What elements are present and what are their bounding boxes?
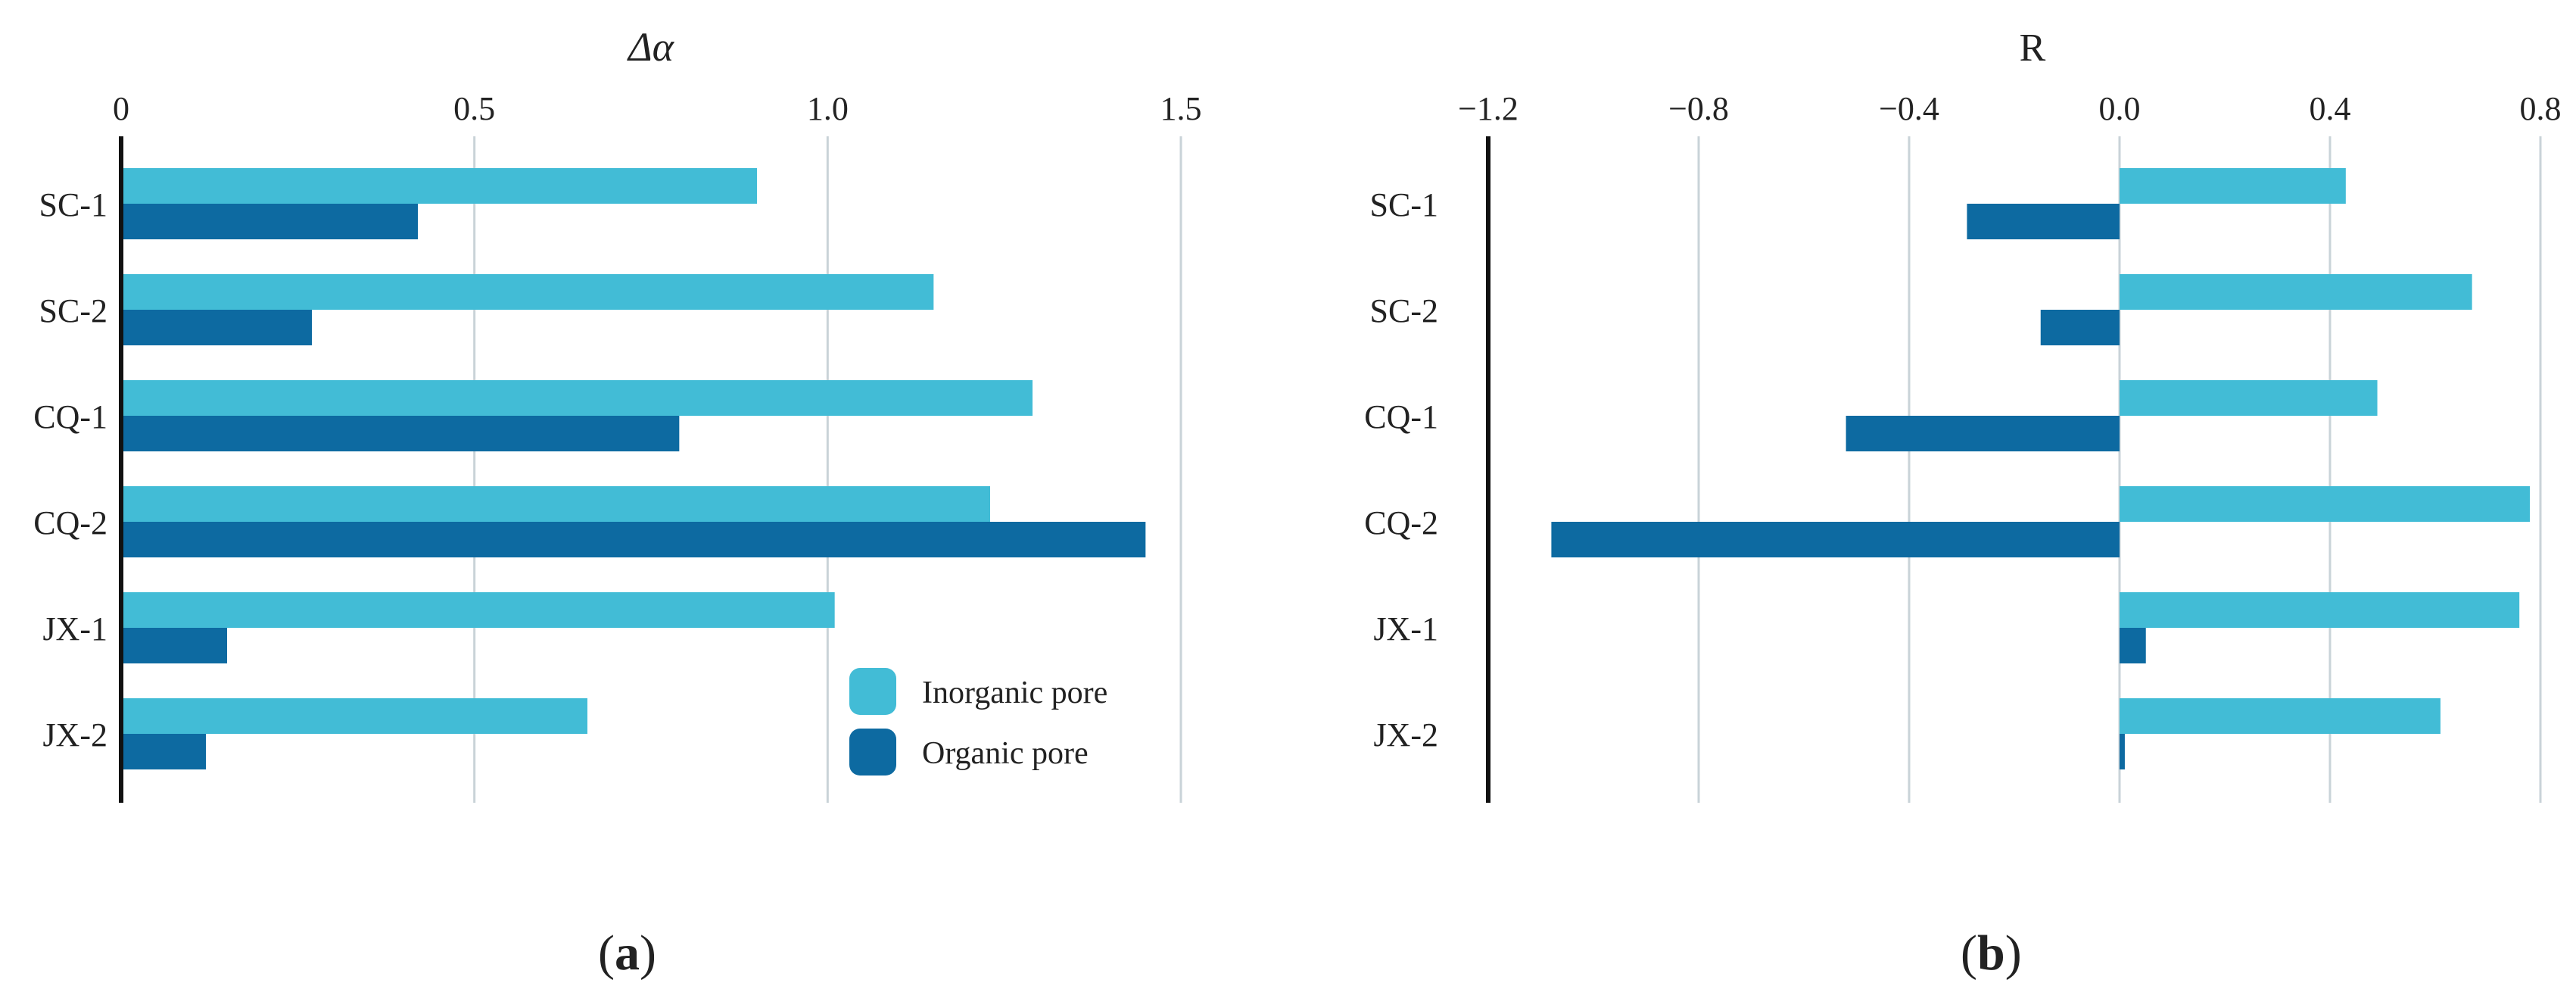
panel-a-bar-inorganic-sc-1 xyxy=(121,168,757,204)
panel-a-label-close: ) xyxy=(640,925,656,981)
panel-a-bar-organic-cq-2 xyxy=(121,522,1146,557)
panel-b-bar-inorganic-cq-2 xyxy=(2120,486,2531,522)
panel-b-label-letter: b xyxy=(1977,925,2005,981)
panel-a-category-label: JX-2 xyxy=(42,716,107,754)
panel-b-tick-label: −1.2 xyxy=(1458,90,1519,127)
panel-b-bar-organic-jx-2 xyxy=(2120,734,2125,769)
panel-b-category-label: JX-2 xyxy=(1373,716,1438,754)
panel-b-bar-inorganic-jx-2 xyxy=(2120,698,2441,734)
legend-inorganic-swatch xyxy=(849,668,896,715)
panel-b-bar-organic-sc-2 xyxy=(2040,310,2120,345)
panel-a-tick-label: 1.0 xyxy=(807,90,849,127)
panel-b-bar-inorganic-sc-2 xyxy=(2120,274,2472,310)
legend: Inorganic pore Organic pore xyxy=(849,668,1107,776)
panel-a-title: Δα xyxy=(627,24,675,70)
panel-a-tick-label: 0.5 xyxy=(453,90,495,127)
panel-b-bar-inorganic-cq-1 xyxy=(2120,380,2378,416)
panel-b-label-open: ( xyxy=(1961,925,1977,981)
panel-a-bar-organic-sc-1 xyxy=(121,204,418,239)
panel-b-bar-inorganic-sc-1 xyxy=(2120,168,2346,204)
panel-b-title: R xyxy=(2020,27,2046,70)
panel-b-category-label: CQ-2 xyxy=(1364,504,1438,541)
panel-a-category-label: CQ-1 xyxy=(33,398,107,435)
panel-b-chart: SC-1 SC-2 CQ-1 CQ-2 JX-1 JX-2 −1.2 −0.8 −0.4 0.0 0… xyxy=(1364,27,2561,981)
panel-b-bar-inorganic-jx-1 xyxy=(2120,592,2520,628)
panel-a-label: (a) xyxy=(598,925,656,981)
panel-a-category-label: SC-2 xyxy=(39,292,107,329)
panel-a-chart: SC-1 SC-2 CQ-1 CQ-2 JX-1 JX-2 0 0.5 1.0 1.5 Δα (a) I… xyxy=(33,24,1201,981)
panel-a-category-label: CQ-2 xyxy=(33,504,107,541)
panel-a-bar-organic-cq-1 xyxy=(121,416,680,451)
panel-b-tick-label: 0.4 xyxy=(2310,90,2351,127)
panel-a-bar-organic-jx-1 xyxy=(121,628,227,663)
panel-b-category-label: SC-2 xyxy=(1370,292,1438,329)
legend-organic-label: Organic pore xyxy=(922,736,1089,771)
panel-a-category-label: JX-1 xyxy=(42,610,107,648)
panel-a-tick-label: 1.5 xyxy=(1160,90,1202,127)
panel-b-bar-organic-sc-1 xyxy=(1967,204,2120,239)
panel-a-bar-inorganic-sc-2 xyxy=(121,274,934,310)
panel-a-bar-inorganic-jx-2 xyxy=(121,698,587,734)
panel-a-label-letter: a xyxy=(615,925,640,981)
legend-inorganic-label: Inorganic pore xyxy=(922,676,1107,710)
panel-a-bar-inorganic-cq-1 xyxy=(121,380,1033,416)
panel-b-category-label: CQ-1 xyxy=(1364,398,1438,435)
panel-a-bar-organic-jx-2 xyxy=(121,734,206,769)
panel-b-bar-organic-cq-2 xyxy=(1551,522,2120,557)
panel-a-tick-label: 0 xyxy=(113,90,129,127)
panel-b-label-close: ) xyxy=(2005,925,2022,981)
panel-b-category-label: SC-1 xyxy=(1370,186,1438,223)
panel-a-bar-organic-sc-2 xyxy=(121,310,312,345)
panel-b-tick-label: −0.4 xyxy=(1879,90,1939,127)
panel-b-tick-label: 0.0 xyxy=(2099,90,2141,127)
panel-b-label: (b) xyxy=(1961,925,2022,981)
panel-b-tick-label: 0.8 xyxy=(2520,90,2562,127)
panel-a-label-open: ( xyxy=(598,925,615,981)
panel-a-bar-inorganic-jx-1 xyxy=(121,592,835,628)
panel-a-bar-inorganic-cq-2 xyxy=(121,486,990,522)
legend-organic-swatch xyxy=(849,729,896,776)
panel-b-bar-organic-jx-1 xyxy=(2120,628,2146,663)
panel-b-tick-label: −0.8 xyxy=(1668,90,1729,127)
panel-a-category-label: SC-1 xyxy=(39,186,107,223)
panel-b-category-label: JX-1 xyxy=(1373,610,1438,648)
panel-b-bar-organic-cq-1 xyxy=(1846,416,2120,451)
